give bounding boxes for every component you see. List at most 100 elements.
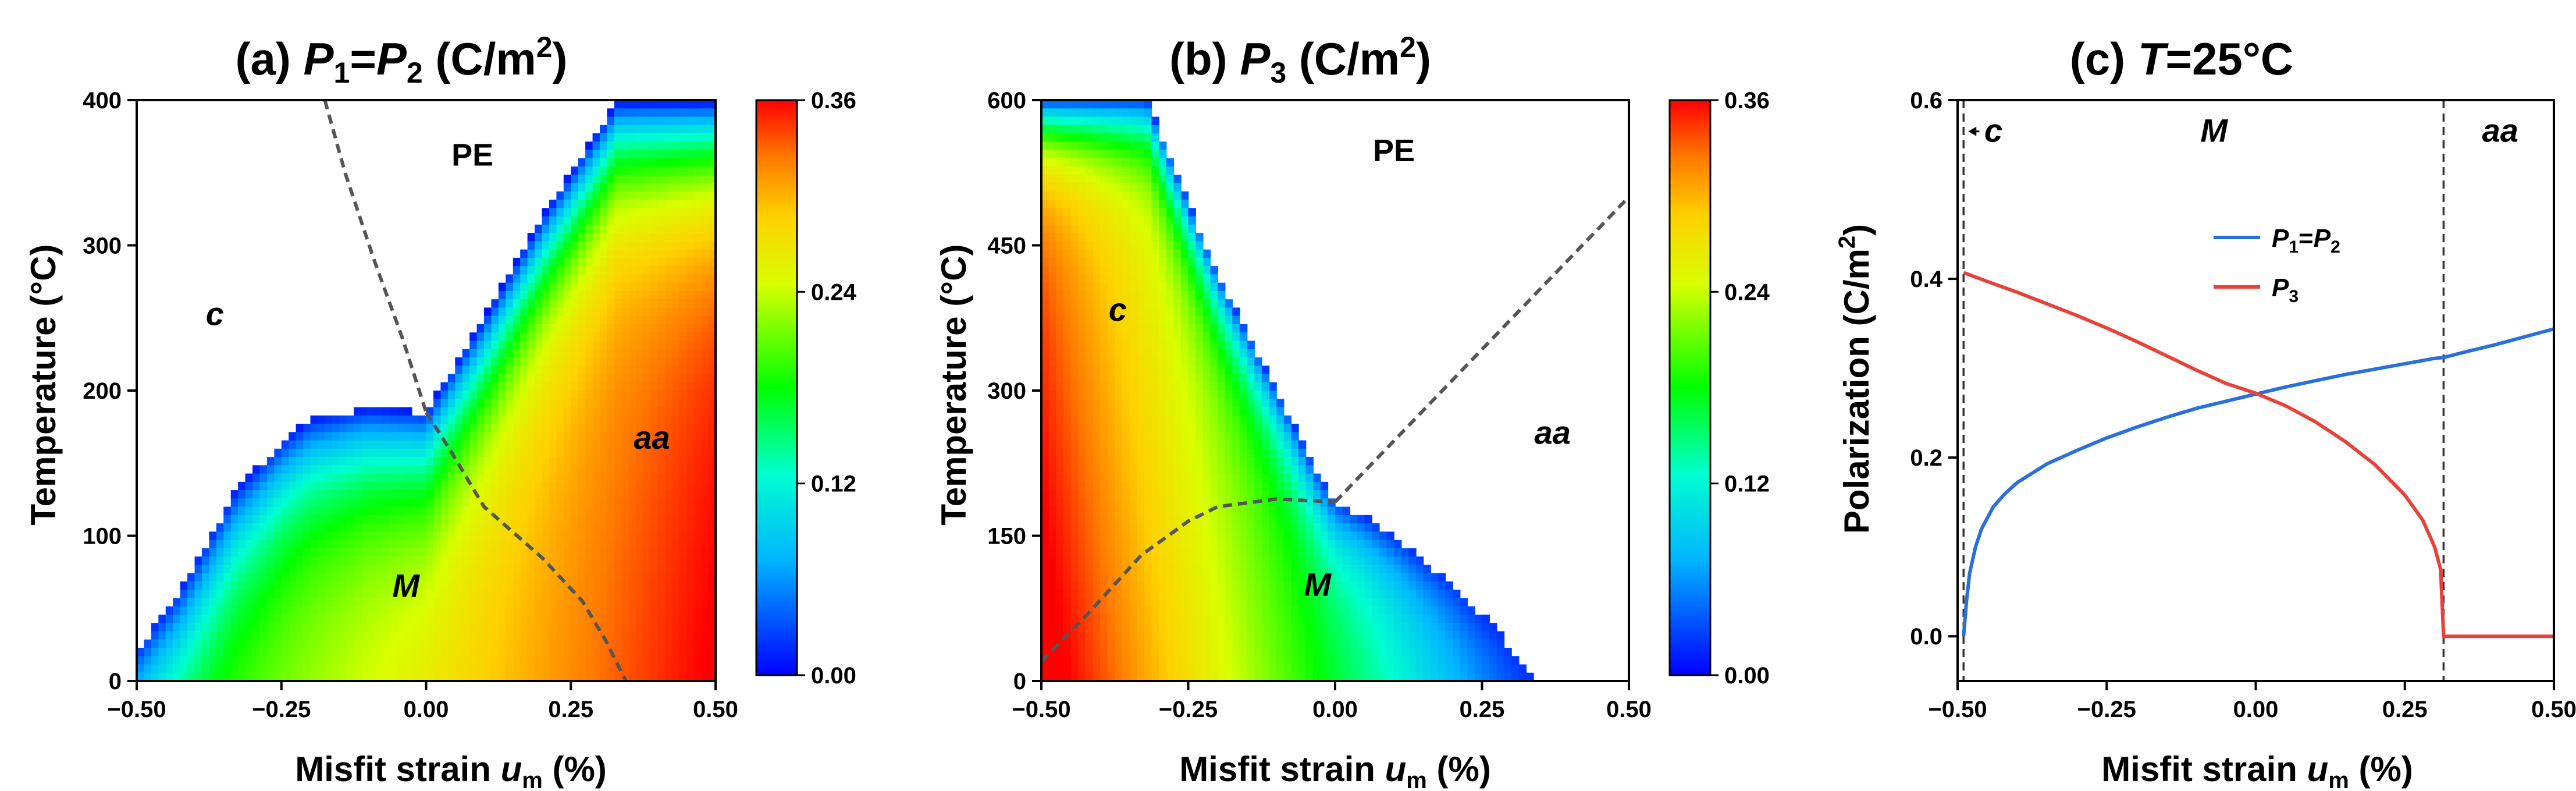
- heatmap-cell: [1137, 208, 1145, 217]
- heatmap-cell: [390, 432, 398, 441]
- heatmap-cell: [614, 606, 622, 615]
- heatmap-cell: [679, 158, 688, 167]
- heatmap-cell: [1107, 299, 1116, 308]
- heatmap-cell: [708, 374, 716, 383]
- heatmap-cell: [296, 548, 304, 557]
- heatmap-cell: [411, 573, 419, 582]
- heatmap-cell: [1151, 498, 1159, 508]
- heatmap-cell: [556, 200, 564, 209]
- heatmap-cell: [151, 639, 159, 648]
- heatmap-cell: [1122, 432, 1130, 441]
- heatmap-cell: [245, 590, 253, 599]
- heatmap-cell: [672, 166, 680, 176]
- heatmap-cell: [1225, 481, 1233, 491]
- heatmap-cell: [455, 399, 463, 408]
- heatmap-cell: [614, 374, 622, 383]
- heatmap-cell: [433, 465, 442, 474]
- heatmap-cell: [664, 241, 673, 250]
- heatmap-cell: [520, 656, 528, 665]
- heatmap-cell: [476, 473, 485, 483]
- heatmap-cell: [440, 382, 449, 391]
- heatmap-cell: [686, 266, 695, 275]
- heatmap-cell: [1196, 415, 1204, 424]
- heatmap-cell: [1070, 299, 1079, 308]
- heatmap-cell: [643, 440, 651, 449]
- heatmap-cell: [708, 299, 716, 308]
- heatmap-cell: [201, 631, 210, 640]
- heatmap-cell: [585, 241, 593, 250]
- heatmap-cell: [542, 282, 550, 292]
- heatmap-cell: [628, 191, 636, 200]
- heatmap-cell: [513, 357, 521, 367]
- heatmap-cell: [1159, 266, 1167, 275]
- heatmap-cell: [1129, 191, 1137, 200]
- heatmap-cell: [462, 424, 470, 433]
- heatmap-cell: [252, 506, 261, 516]
- heatmap-cell: [556, 506, 564, 516]
- heatmap-cell: [657, 391, 666, 400]
- heatmap-cell: [1210, 523, 1218, 533]
- heatmap-cell: [1107, 481, 1116, 491]
- heatmap-cell: [1196, 307, 1204, 317]
- heatmap-cell: [556, 382, 564, 391]
- heatmap-cell: [693, 481, 702, 491]
- heatmap-cell: [535, 233, 543, 242]
- heatmap-cell: [614, 399, 622, 408]
- heatmap-cell: [274, 465, 282, 474]
- heatmap-cell: [259, 623, 268, 632]
- heatmap-cell: [614, 349, 622, 358]
- heatmap-cell: [1196, 432, 1204, 441]
- heatmap-cell: [708, 290, 716, 300]
- heatmap-cell: [194, 672, 202, 682]
- heatmap-cell: [628, 374, 636, 383]
- heatmap-cell: [650, 290, 659, 300]
- heatmap-cell: [1100, 290, 1108, 300]
- heatmap-cell: [1166, 257, 1175, 267]
- heatmap-cell: [1048, 598, 1057, 607]
- heatmap-cell: [1129, 531, 1137, 541]
- heatmap-cell: [708, 473, 716, 483]
- heatmap-cell: [592, 175, 600, 184]
- heatmap-cell: [650, 573, 659, 582]
- heatmap-cell: [672, 565, 680, 574]
- heatmap-cell: [469, 656, 478, 665]
- heatmap-cell: [701, 282, 709, 292]
- heatmap-cell: [310, 448, 318, 457]
- heatmap-cell: [686, 116, 695, 126]
- heatmap-cell: [636, 614, 644, 623]
- heatmap-cell: [433, 639, 442, 648]
- heatmap-cell: [339, 590, 347, 599]
- heatmap-cell: [484, 457, 492, 466]
- heatmap-cell: [165, 606, 173, 615]
- heatmap-cell: [693, 374, 702, 383]
- heatmap-cell: [404, 531, 412, 541]
- heatmap-cell: [592, 473, 600, 483]
- heatmap-cell: [289, 531, 297, 541]
- heatmap-cell: [506, 481, 514, 491]
- heatmap-cell: [1210, 556, 1218, 566]
- heatmap-cell: [542, 540, 550, 549]
- heatmap-cell: [1159, 299, 1167, 308]
- heatmap-cell: [679, 166, 688, 176]
- heatmap-cell: [513, 590, 521, 599]
- heatmap-cell: [1144, 216, 1152, 225]
- heatmap-cell: [607, 656, 615, 665]
- heatmap-cell: [274, 448, 282, 457]
- heatmap-cell: [701, 208, 709, 217]
- heatmap-cell: [556, 332, 564, 342]
- heatmap-cell: [506, 274, 514, 283]
- heatmap-cell: [1041, 133, 1049, 143]
- heatmap-cell: [621, 598, 629, 607]
- heatmap-cell: [1041, 407, 1049, 416]
- heatmap-cell: [238, 672, 246, 682]
- heatmap-cell: [1041, 332, 1049, 342]
- heatmap-cell: [1151, 515, 1159, 524]
- heatmap-cell: [1144, 357, 1152, 367]
- heatmap-cell: [506, 282, 514, 292]
- heatmap-cell: [527, 282, 535, 292]
- heatmap-cell: [1151, 506, 1159, 516]
- heatmap-cell: [1180, 200, 1189, 209]
- heatmap-cell: [1085, 647, 1094, 657]
- heatmap-cell: [1078, 623, 1086, 632]
- heatmap-cell: [513, 299, 521, 308]
